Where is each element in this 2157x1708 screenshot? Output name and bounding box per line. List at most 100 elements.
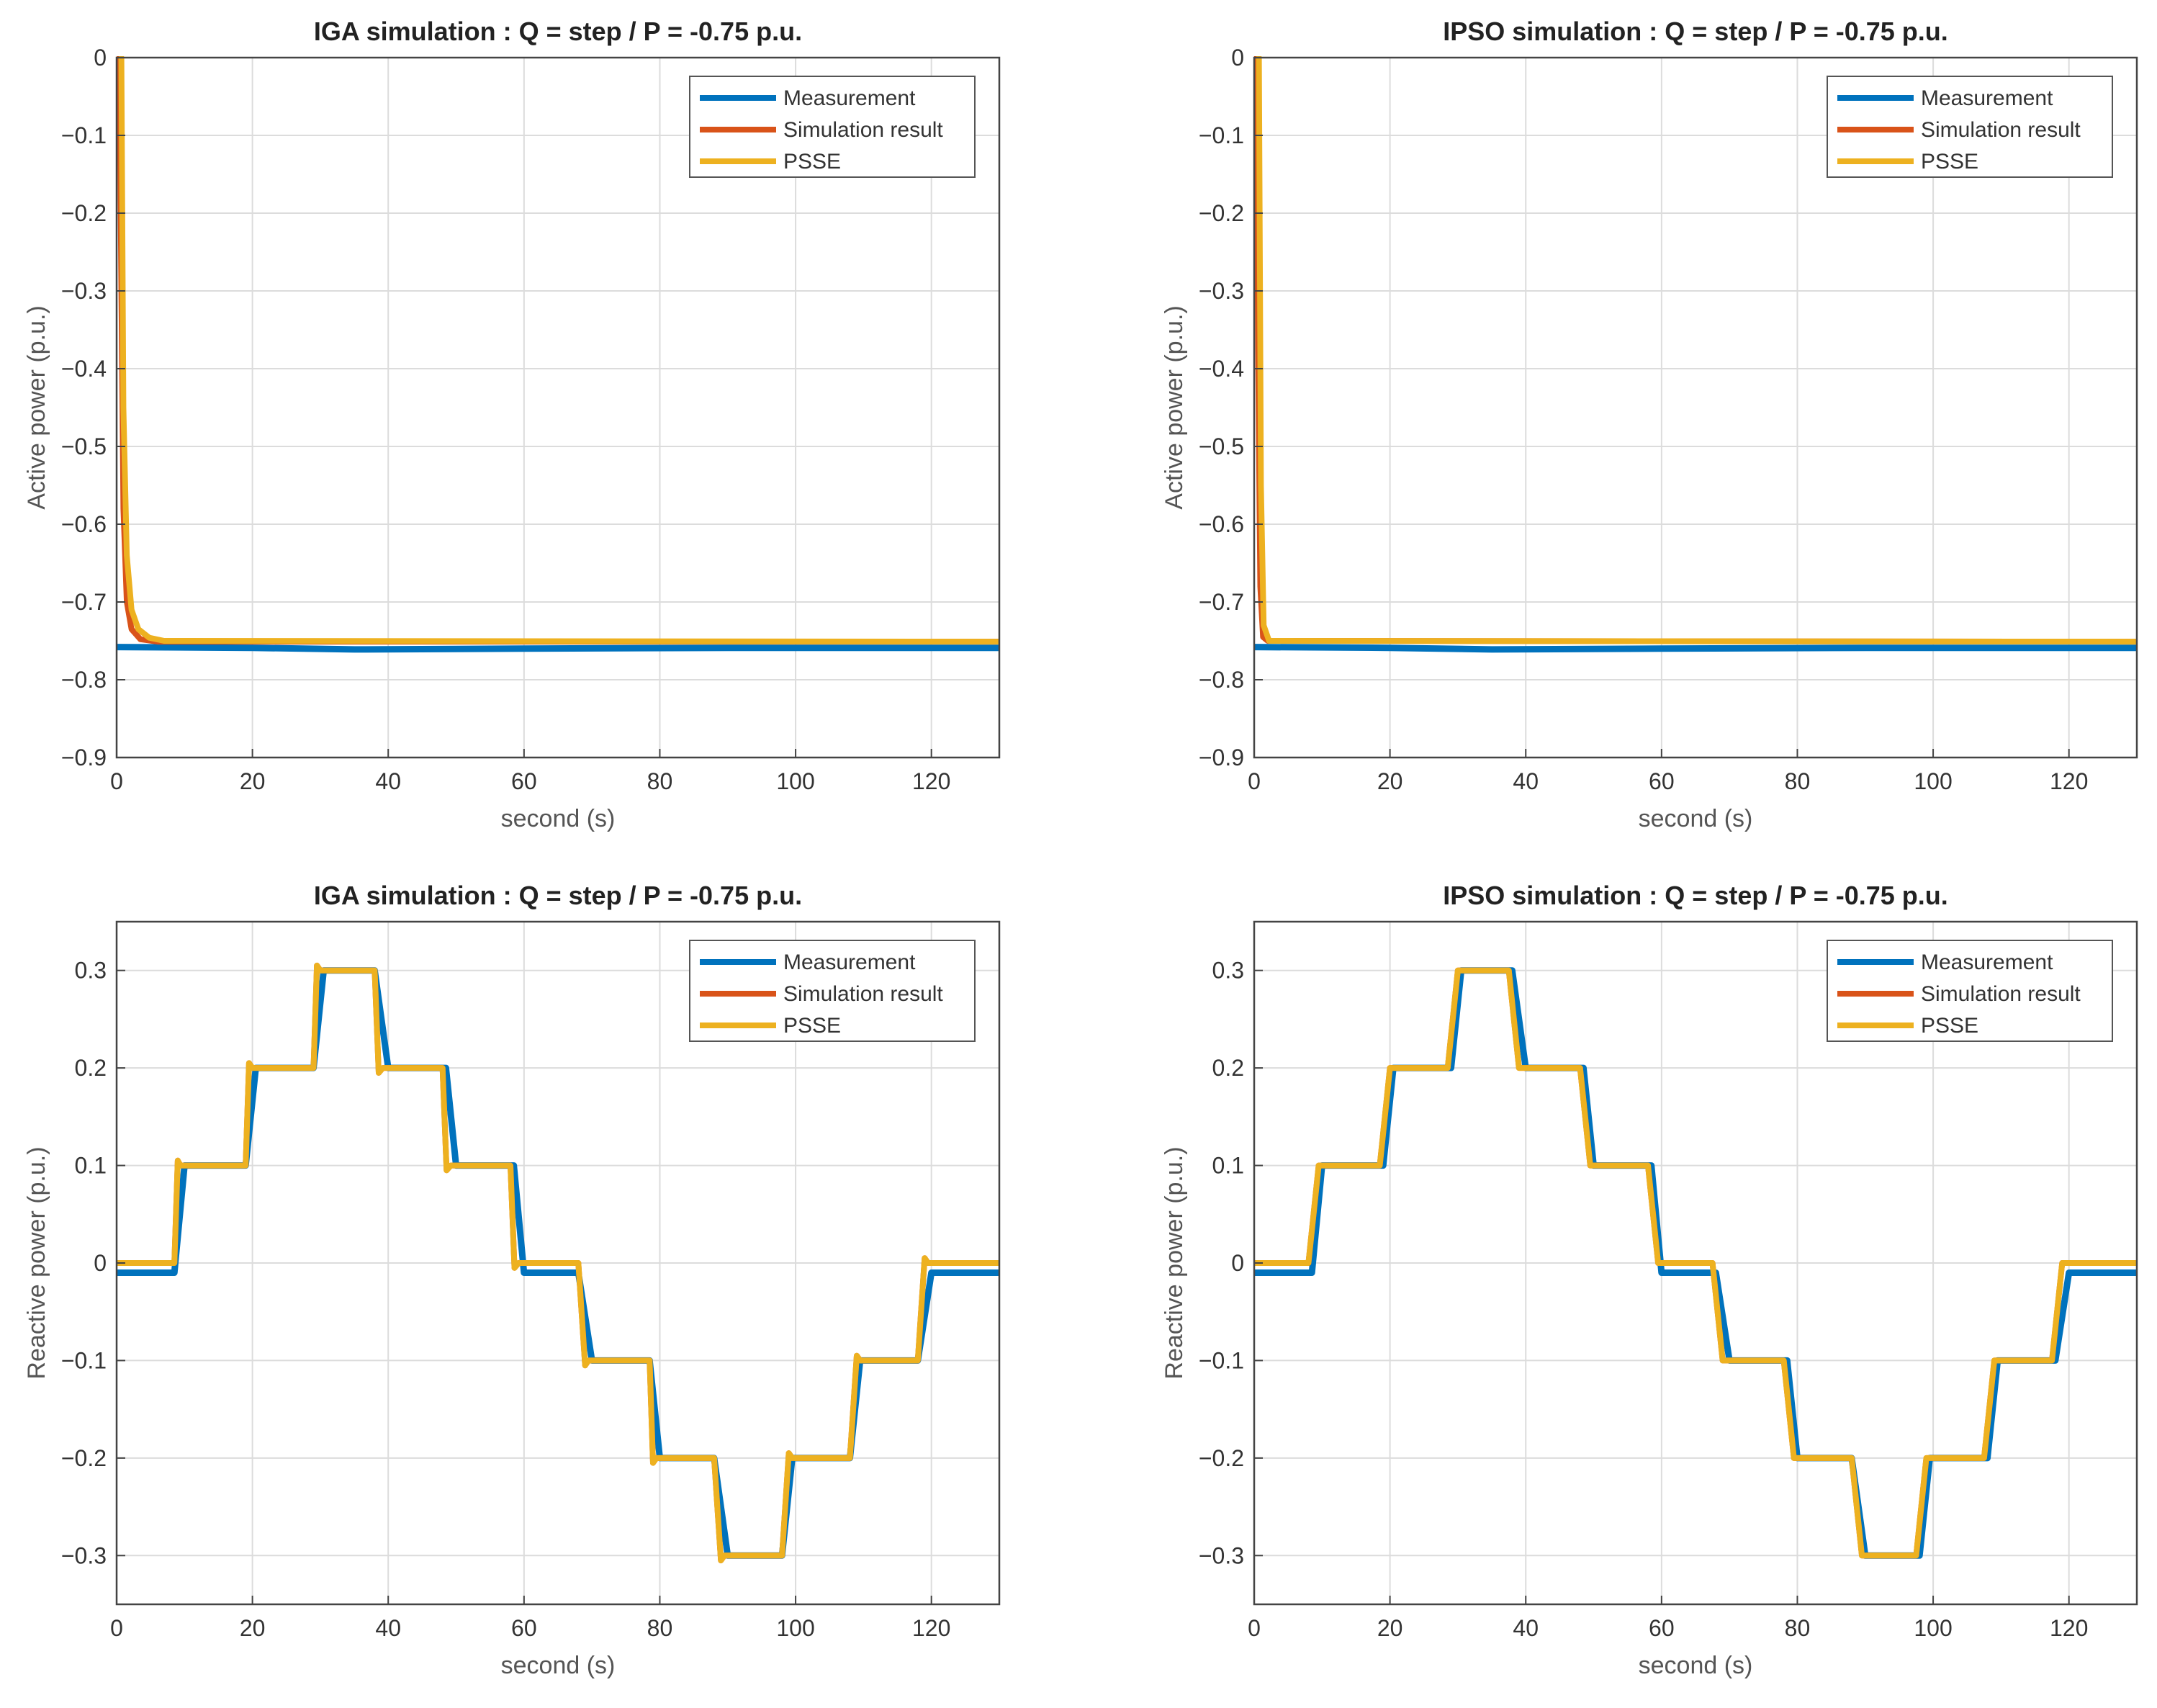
y-axis-label: Active power (p.u.)	[23, 305, 50, 509]
legend: Measurement Simulation result PSSE	[689, 76, 976, 178]
y-tick-label: 0.1	[1212, 1153, 1244, 1179]
y-tick-label: −0.2	[1199, 200, 1244, 226]
y-tick-label: −0.5	[61, 433, 107, 459]
y-tick-label: −0.7	[61, 589, 107, 615]
y-tick-label: −0.3	[61, 278, 107, 304]
legend: Measurement Simulation result PSSE	[1827, 940, 2113, 1042]
x-tick-label: 100	[1914, 1615, 1952, 1641]
x-tick-label: 120	[912, 768, 950, 794]
legend-label: PSSE	[1921, 150, 1978, 174]
legend-label: Measurement	[783, 950, 916, 974]
legend-label: PSSE	[783, 1014, 841, 1038]
x-tick-label: 120	[2050, 1615, 2088, 1641]
chart-svg-iga-reactive: 0 20 40 60 80 100 120 0.3 0.2 0.1 0 −0.1 −0.2 −0.3 IGA…	[23, 881, 1001, 1679]
legend-label: Simulation result	[783, 118, 943, 142]
y-tick-label: −0.3	[1199, 1542, 1244, 1568]
x-tick-label: 60	[511, 1615, 537, 1641]
x-tick-label: 0	[110, 768, 123, 794]
x-tick-label: 40	[375, 768, 401, 794]
y-axis-label: Reactive power (p.u.)	[1161, 1146, 1188, 1379]
y-axis-label: Reactive power (p.u.)	[23, 1146, 50, 1379]
x-tick-label: 80	[647, 1615, 673, 1641]
y-tick-label: 0	[1231, 45, 1244, 71]
y-tick-label: 0.2	[75, 1055, 107, 1081]
y-tick-label: −0.6	[61, 511, 107, 537]
series-line-psse	[118, 56, 999, 645]
legend-label: Simulation result	[1921, 982, 2081, 1006]
x-tick-label: 100	[776, 768, 814, 794]
y-tick-label: −0.3	[61, 1542, 107, 1568]
chart-title: IPSO simulation : Q = step / P = -0.75 p…	[1443, 881, 1948, 910]
y-tick-label: −0.6	[1199, 511, 1244, 537]
x-tick-label: 60	[1649, 768, 1675, 794]
y-tick-label: −0.1	[1199, 1347, 1244, 1373]
y-tick-label: 0.2	[1212, 1055, 1244, 1081]
series-line-psse	[1254, 967, 2137, 1559]
x-tick-label: 100	[776, 1615, 814, 1641]
y-tick-label: −0.8	[61, 667, 107, 693]
y-axis-label: Active power (p.u.)	[1161, 305, 1188, 509]
y-tick-label: −0.4	[1199, 356, 1244, 382]
series-line-measurement	[117, 644, 999, 653]
legend-label: Simulation result	[1921, 118, 2081, 142]
chart-title: IPSO simulation : Q = step / P = -0.75 p…	[1443, 17, 1948, 46]
legend-label: Measurement	[1921, 950, 2053, 974]
y-tick-label: 0.3	[1212, 958, 1244, 984]
y-tick-label: −0.9	[1199, 745, 1244, 770]
y-tick-label: −0.9	[61, 745, 107, 770]
chart-title: IGA simulation : Q = step / P = -0.75 p.…	[314, 17, 802, 46]
y-tick-label: −0.5	[1199, 433, 1244, 459]
y-tick-label: 0	[1231, 1250, 1244, 1276]
y-tick-label: 0	[94, 45, 107, 71]
y-tick-label: 0	[94, 1250, 107, 1276]
series-line-psse	[1256, 56, 2137, 645]
plot-frame	[1253, 56, 2138, 759]
x-axis-label: second (s)	[501, 805, 616, 832]
x-tick-label: 20	[240, 768, 266, 794]
chart-title: IGA simulation : Q = step / P = -0.75 p.…	[314, 881, 802, 910]
y-tick-label: −0.1	[1199, 122, 1244, 148]
y-tick-label: −0.1	[61, 122, 107, 148]
x-tick-label: 100	[1914, 768, 1952, 794]
y-tick-label: −0.2	[61, 200, 107, 226]
x-tick-label: 0	[1248, 1615, 1261, 1641]
chart-svg-iga-active: 0 20 40 60 80 100 120 0 −0.1 −0.2 −0.3 −0.4 −0.5 −0.6…	[23, 17, 1001, 832]
legend-label: Simulation result	[783, 982, 943, 1006]
x-tick-label: 0	[110, 1615, 123, 1641]
x-tick-label: 20	[1377, 768, 1403, 794]
x-axis-label: second (s)	[1639, 1652, 1753, 1679]
chart-svg-ipso-active: 0 20 40 60 80 100 120 0 −0.1 −0.2 −0.3 −0.4 −0.5 −0.6…	[1161, 17, 2138, 832]
y-tick-label: 0.1	[75, 1153, 107, 1179]
series-line-psse	[117, 962, 999, 1564]
x-tick-label: 20	[240, 1615, 266, 1641]
x-axis-label: second (s)	[501, 1652, 616, 1679]
plot-frame	[115, 56, 1001, 759]
x-tick-label: 20	[1377, 1615, 1403, 1641]
series-group	[1254, 967, 2137, 1559]
x-axis-label: second (s)	[1639, 805, 1753, 832]
chart-panel-iga-active: 0 20 40 60 80 100 120 0 −0.1 −0.2 −0.3 −0.4 −0.5 −0.6…	[0, 0, 1019, 850]
chart-panel-ipso-reactive: 0 20 40 60 80 100 120 0.3 0.2 0.1 0 −0.1 −0.2 −0.3 IPS…	[1138, 857, 2157, 1707]
x-tick-label: 80	[1785, 768, 1811, 794]
chart-panel-ipso-active: 0 20 40 60 80 100 120 0 −0.1 −0.2 −0.3 −0.4 −0.5 −0.6…	[1138, 0, 2157, 850]
legend: Measurement Simulation result PSSE	[1827, 76, 2113, 178]
series-group	[117, 962, 999, 1564]
legend-label: PSSE	[1921, 1014, 1978, 1038]
series-line-measurement	[1254, 644, 2137, 653]
x-tick-label: 0	[1248, 768, 1261, 794]
x-tick-label: 80	[647, 768, 673, 794]
y-tick-label: −0.3	[1199, 278, 1244, 304]
y-tick-label: −0.8	[1199, 667, 1244, 693]
legend-label: Measurement	[783, 86, 916, 110]
legend: Measurement Simulation result PSSE	[689, 940, 976, 1042]
x-tick-label: 40	[1513, 1615, 1539, 1641]
chart-svg-ipso-reactive: 0 20 40 60 80 100 120 0.3 0.2 0.1 0 −0.1 −0.2 −0.3 IPS…	[1161, 881, 2138, 1679]
legend-label: Measurement	[1921, 86, 2053, 110]
x-tick-label: 120	[912, 1615, 950, 1641]
x-tick-label: 120	[2050, 768, 2088, 794]
y-tick-label: −0.1	[61, 1347, 107, 1373]
y-tick-label: 0.3	[75, 958, 107, 984]
y-tick-label: −0.2	[61, 1445, 107, 1471]
y-tick-label: −0.4	[61, 356, 107, 382]
